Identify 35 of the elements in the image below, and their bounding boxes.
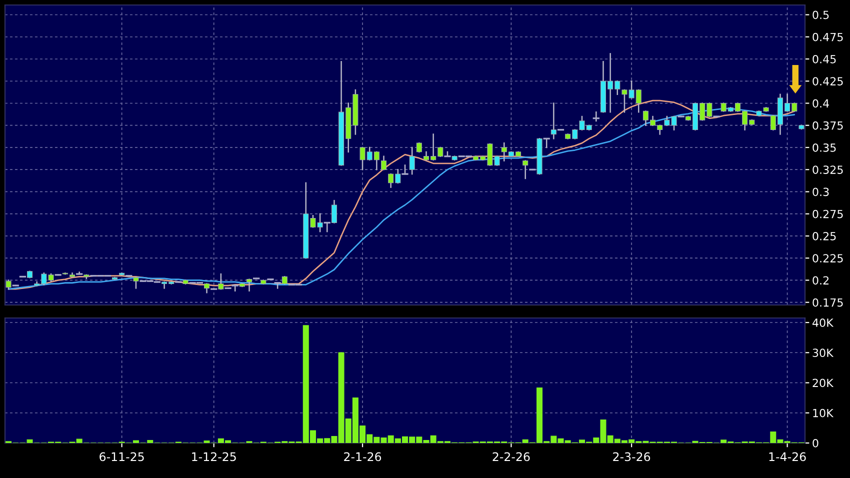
y-tick-label: 10K	[813, 408, 834, 418]
y-tick-label: 0.375	[812, 121, 843, 130]
candlestick	[76, 272, 83, 275]
x-tick-label: 1-12-25	[192, 452, 236, 462]
y-tick-label: 0.175	[812, 298, 843, 307]
y-tick-label: 20K	[812, 378, 834, 388]
candlestick	[331, 200, 337, 224]
y-tick-label: 0.25	[812, 232, 836, 240]
y-tick-label: 0	[812, 438, 818, 448]
y-tick-label: 0.425	[812, 77, 843, 86]
x-tick-label: 1-4-26	[769, 452, 806, 462]
y-tick-label: 0.45	[812, 54, 836, 64]
y-tick-label: 0.35	[812, 143, 836, 152]
candlestick	[246, 278, 252, 292]
y-tick-label: 0.275	[812, 210, 843, 218]
y-tick-label: 0.2	[812, 276, 828, 285]
candlestick	[592, 111, 600, 122]
y-tick-label: 0.325	[812, 166, 843, 174]
y-tick-label: 0.4	[812, 99, 829, 108]
y-tick-label: 30K	[812, 348, 834, 358]
y-tick-label: 0.475	[812, 32, 843, 42]
x-tick-label: 2-3-26	[613, 452, 650, 462]
candlestick	[133, 276, 139, 289]
candlestick	[381, 156, 387, 170]
y-tick-label: 40K	[812, 318, 834, 327]
candlestick	[550, 102, 556, 140]
y-tick-label: 0.3	[812, 188, 829, 196]
candlestick	[218, 273, 224, 290]
x-tick-label: 2-1-26	[344, 452, 382, 462]
x-tick-label: 2-2-26	[492, 452, 530, 462]
candlestick	[522, 160, 528, 180]
y-tick-label: 0.225	[812, 254, 843, 262]
candlestick	[409, 146, 415, 175]
x-tick-label: 6-11-25	[100, 452, 144, 462]
y-tick-label: 0.5	[812, 10, 829, 20]
